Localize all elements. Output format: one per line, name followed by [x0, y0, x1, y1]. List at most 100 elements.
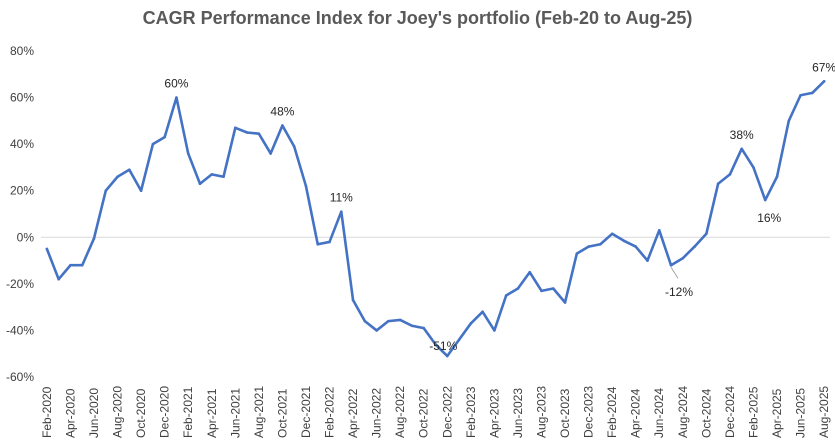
y-tick-label: -20% [6, 277, 34, 291]
data-point [705, 232, 708, 236]
data-point [822, 79, 826, 83]
x-tick-label: Aug-2025 [817, 386, 831, 438]
data-point [493, 329, 496, 332]
data-point [245, 131, 249, 134]
data-point [45, 247, 49, 251]
data-point [281, 124, 284, 127]
data-point [516, 287, 520, 290]
x-tick-label: Feb-2022 [323, 386, 337, 438]
data-point [269, 152, 272, 155]
data-point [128, 168, 131, 172]
data-point [799, 93, 802, 97]
data-point [304, 184, 308, 188]
x-tick-label: Jun-2022 [370, 388, 384, 438]
x-tick-label: Oct-2020 [134, 388, 148, 438]
data-point [622, 239, 626, 243]
data-point [351, 298, 355, 302]
x-tick-label: Oct-2024 [699, 388, 713, 438]
data-point [528, 270, 532, 274]
data-label: -51% [429, 339, 457, 353]
x-tick-label: Jun-2020 [87, 388, 101, 438]
data-point [410, 324, 414, 328]
x-tick-label: Aug-2022 [393, 386, 407, 438]
data-point [634, 245, 637, 248]
x-tick-label: Aug-2021 [252, 386, 266, 438]
data-point [540, 289, 543, 293]
data-point [563, 301, 567, 304]
data-point [763, 198, 767, 202]
x-tick-label: Jun-2021 [228, 388, 242, 438]
x-tick-label: Aug-2024 [676, 386, 690, 438]
data-point [328, 240, 331, 244]
x-tick-label: Feb-2021 [181, 386, 195, 438]
data-point [575, 252, 579, 255]
x-tick-label: Dec-2022 [440, 386, 454, 438]
data-point [587, 245, 590, 248]
x-tick-label: Aug-2020 [111, 386, 125, 438]
data-point [222, 175, 225, 179]
x-tick-label: Jun-2023 [511, 388, 525, 438]
x-tick-label: Dec-2021 [299, 386, 313, 438]
x-tick-label: Apr-2023 [487, 388, 501, 438]
data-point [610, 232, 614, 236]
data-label: 67% [812, 60, 835, 74]
chart-title: CAGR Performance Index for Joey's portfo… [142, 8, 693, 28]
data-point [57, 277, 60, 281]
data-point [728, 173, 732, 176]
data-point [716, 182, 720, 186]
data-point [292, 145, 296, 148]
data-point [234, 126, 237, 130]
data-label: 16% [757, 211, 781, 225]
y-tick-label: 40% [10, 137, 34, 151]
data-point [398, 318, 402, 322]
data-point [80, 263, 84, 267]
data-point [504, 294, 508, 297]
data-point [92, 237, 96, 240]
x-tick-label: Apr-2021 [205, 388, 219, 438]
x-tick-label: Jun-2024 [652, 388, 666, 438]
data-point [469, 322, 473, 325]
data-label: 11% [330, 191, 353, 205]
data-point [316, 242, 320, 246]
data-point [104, 189, 108, 193]
data-point [163, 135, 166, 139]
series-line [45, 79, 826, 358]
data-point [151, 142, 155, 146]
data-label: 38% [730, 128, 754, 142]
data-point [481, 310, 484, 314]
data-point [646, 259, 649, 262]
y-tick-label: 60% [10, 91, 34, 105]
y-tick-label: 20% [10, 184, 34, 198]
data-point [657, 229, 661, 232]
x-tick-label: Dec-2020 [158, 386, 172, 438]
y-tick-label: -60% [6, 370, 34, 384]
data-point [740, 147, 743, 151]
x-tick-label: Dec-2023 [582, 386, 596, 438]
x-tick-label: Feb-2025 [746, 386, 760, 438]
x-tick-label: Apr-2025 [770, 388, 784, 438]
data-point [681, 256, 685, 260]
x-tick-label: Dec-2024 [723, 386, 737, 438]
data-point [339, 210, 343, 213]
data-label: 60% [164, 77, 188, 91]
x-tick-label: Aug-2023 [534, 386, 548, 438]
data-point [787, 119, 791, 123]
data-point [457, 338, 461, 342]
data-point [257, 132, 261, 135]
data-label: 48% [270, 105, 294, 119]
data-point [811, 91, 814, 95]
data-label: -12% [665, 285, 693, 299]
x-tick-label: Oct-2023 [558, 388, 572, 438]
data-point [210, 173, 214, 176]
y-tick-label: 80% [10, 44, 34, 58]
data-point [175, 96, 178, 99]
data-point [186, 152, 190, 155]
y-tick-label: 0% [17, 230, 35, 244]
data-point [375, 329, 378, 332]
data-point [599, 242, 602, 246]
x-tick-label: Oct-2021 [275, 388, 289, 438]
x-tick-label: Apr-2022 [346, 388, 360, 438]
x-tick-label: Feb-2024 [605, 386, 619, 438]
